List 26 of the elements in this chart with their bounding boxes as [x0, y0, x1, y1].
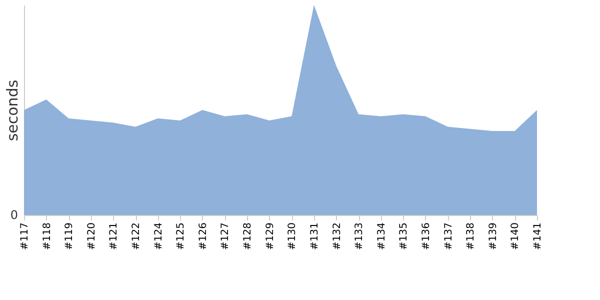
- x-tick-label: #136: [420, 222, 432, 250]
- x-tick-label: #126: [198, 222, 209, 250]
- x-tick-label: #138: [466, 222, 477, 250]
- x-tick-label: #117: [20, 222, 30, 250]
- x-tick-label: #129: [264, 222, 276, 250]
- x-tick-label: #131: [309, 222, 320, 250]
- x-tick-label: #130: [287, 222, 298, 250]
- text: 0: [10, 208, 18, 222]
- x-tick-label: #127: [220, 222, 232, 250]
- x-tick-label: #121: [108, 222, 120, 250]
- x-tick-label: #118: [42, 222, 53, 250]
- x-tick-label: #137: [443, 222, 454, 250]
- x-tick-label: #125: [176, 222, 187, 250]
- x-tick-label: #134: [376, 222, 388, 250]
- x-tick-label: #119: [64, 222, 76, 250]
- x-tick-label: #139: [488, 222, 499, 250]
- y-axis-title: seconds: [4, 80, 22, 142]
- x-tick-label: #141: [532, 222, 544, 250]
- x-tick-label: #140: [510, 222, 522, 250]
- x-tick-label: #133: [354, 222, 366, 250]
- x-tick-label: #132: [332, 222, 343, 250]
- x-tick-label: #128: [242, 222, 254, 250]
- x-tick-label: #120: [86, 222, 98, 250]
- x-tick-label: #122: [131, 222, 142, 250]
- x-tick-label: #124: [153, 222, 164, 250]
- x-tick-label: #135: [398, 222, 410, 250]
